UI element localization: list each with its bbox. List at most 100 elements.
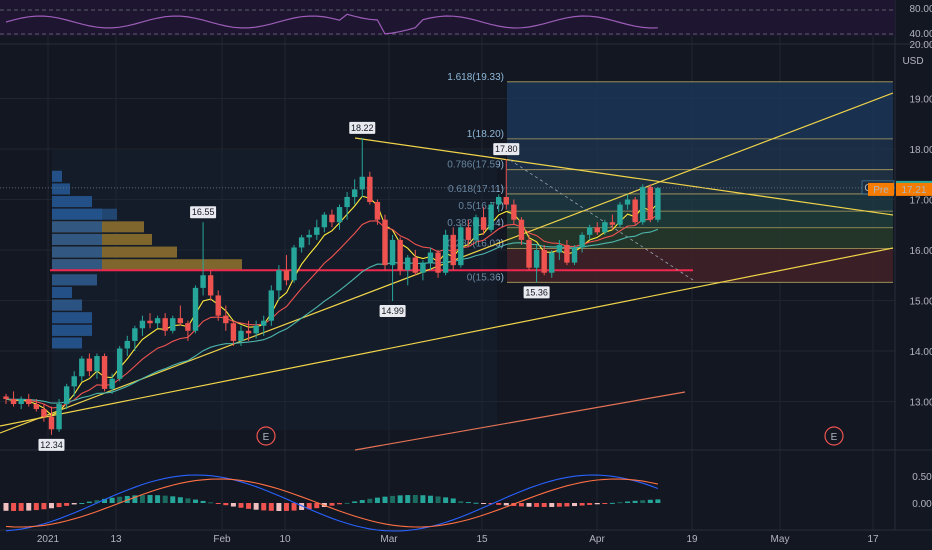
candle-body[interactable] [101,356,108,389]
candle-body[interactable] [321,214,328,228]
candle-body[interactable] [488,204,494,230]
candle-body[interactable] [56,404,62,430]
candle-body[interactable] [594,227,600,233]
candle-body[interactable] [71,376,77,387]
candle-body[interactable] [344,196,350,208]
candle-body[interactable] [351,189,358,197]
candle-body[interactable] [79,358,85,377]
candle-body[interactable] [154,318,161,324]
candle-body[interactable] [503,196,509,205]
candle-body[interactable] [571,247,578,263]
candle-body[interactable] [283,270,290,281]
candle-body[interactable] [632,199,638,223]
candle-body[interactable] [420,262,426,273]
candle-body[interactable] [291,247,297,281]
candle-body[interactable] [624,199,631,205]
candle-body[interactable] [556,244,563,253]
candle-body[interactable] [3,396,9,399]
fib-label: 0.618(17.11) [448,184,504,195]
candle-body[interactable] [473,217,479,240]
candle-body[interactable] [579,234,585,248]
candle-body[interactable] [617,204,623,225]
candle-body[interactable] [640,186,646,223]
time-axis[interactable]: 2021 13 Feb 10 Mar 15 Apr 19 May 17 [37,534,879,545]
candle-body[interactable] [276,270,282,291]
candle-body[interactable] [261,320,267,326]
candle-body[interactable] [511,204,517,220]
candle-body[interactable] [586,227,593,235]
candle-body[interactable] [397,239,403,271]
candle-body[interactable] [109,378,115,389]
candle-body[interactable] [177,318,184,324]
candle-body[interactable] [230,323,237,341]
candle-body[interactable] [480,217,487,230]
candle-body[interactable] [359,176,365,190]
candle-body[interactable] [526,239,532,268]
candle-body[interactable] [442,234,449,273]
candle-body[interactable] [207,275,214,296]
candle-body[interactable] [533,250,540,268]
candle-body[interactable] [314,227,320,235]
earnings-marker[interactable] [256,426,276,446]
candle-body[interactable] [147,320,153,324]
candle-body[interactable] [117,348,123,379]
candle-body[interactable] [200,275,206,288]
candle-body[interactable] [389,239,396,266]
candle-body[interactable] [63,386,70,405]
candle-body[interactable] [41,409,47,417]
candle-body[interactable] [336,207,343,223]
candle-body[interactable] [655,187,661,220]
trendline-up [0,247,894,427]
candle-body[interactable] [26,398,32,405]
callout-label: 18.22 [351,123,374,133]
candle-body[interactable] [549,252,555,273]
candle-body[interactable] [245,330,252,334]
candle-body[interactable] [306,234,312,238]
candle-body[interactable] [162,318,168,331]
candle-body[interactable] [382,219,388,266]
macd-histogram-bar [102,498,108,503]
candle-body[interactable] [86,358,93,372]
callout-label: 14.99 [381,306,404,316]
candle-body[interactable] [435,252,441,273]
candle-body[interactable] [33,404,40,410]
candle-body[interactable] [268,290,274,321]
candle-body[interactable] [215,295,221,316]
candle-body[interactable] [374,202,381,220]
candle-body[interactable] [124,340,130,349]
candle-body[interactable] [185,323,191,331]
candle-body[interactable] [518,219,525,240]
candle-body[interactable] [541,250,547,273]
candle-body[interactable] [10,398,17,405]
candle-body[interactable] [427,252,434,263]
macd-histogram-bar [18,503,24,511]
candle-body[interactable] [48,416,55,430]
candle-body[interactable] [132,328,138,341]
price-axis[interactable]: 19.00 18.00 17.00 16.00 15.00 14.00 13.00 USD [902,56,932,409]
candle-body[interactable] [223,315,229,324]
candle-body[interactable] [94,356,100,372]
candle-body[interactable] [253,325,259,334]
macd-histogram-bar [602,503,608,504]
candle-body[interactable] [458,227,464,266]
candle-body[interactable] [465,227,472,240]
candle-body[interactable] [367,176,373,203]
candle-body[interactable] [564,244,570,263]
candle-body[interactable] [405,257,411,271]
candle-body[interactable] [329,214,335,223]
candle-body[interactable] [18,398,24,405]
candle-body[interactable] [450,234,456,266]
candle-body[interactable] [139,320,146,329]
candle-body[interactable] [647,186,653,220]
candle-body[interactable] [609,222,616,225]
candle-body[interactable] [238,330,244,341]
macd-histogram-bar [344,502,350,504]
candle-body[interactable] [192,287,199,331]
candle-body[interactable] [170,318,176,331]
candle-body[interactable] [602,222,608,233]
candle-body[interactable] [412,257,419,273]
candle-body[interactable] [298,237,305,248]
candle-body[interactable] [496,196,502,205]
earnings-marker[interactable] [824,426,844,446]
